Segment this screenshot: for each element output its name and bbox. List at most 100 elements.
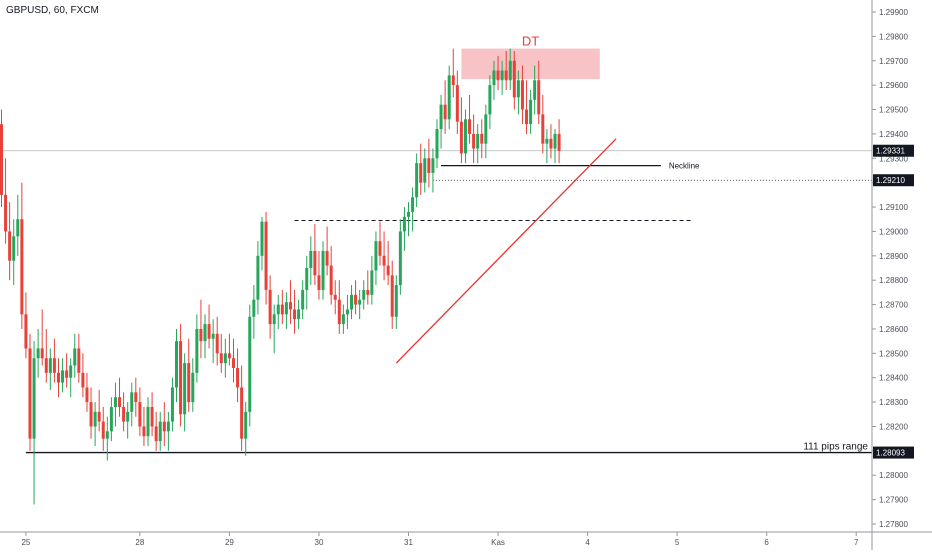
candle-up: [447, 75, 451, 120]
candle-down: [187, 363, 191, 403]
time-tick-label: 28: [135, 538, 144, 547]
candle-down: [138, 402, 142, 427]
candle-up: [431, 158, 435, 173]
time-tick-label: 6: [764, 538, 769, 547]
trendline: [395, 138, 617, 364]
price-tick-label: 1.27900: [879, 496, 908, 505]
price-tag-label: 1.28093: [876, 449, 905, 458]
time-tick-label: 25: [21, 538, 30, 547]
candle-up: [195, 328, 199, 373]
candle-down: [549, 138, 553, 149]
candle-down: [317, 275, 321, 290]
candle-down: [468, 119, 472, 134]
candle-down: [40, 348, 44, 359]
time-tick-label: Kas: [491, 538, 505, 547]
price-tick-label: 1.28300: [879, 398, 908, 407]
candle-up: [423, 158, 427, 183]
time-tick-label: 4: [585, 538, 590, 547]
candle-up: [398, 231, 402, 286]
candle-down: [354, 294, 358, 305]
candle-up: [109, 406, 113, 432]
candle-up: [463, 119, 467, 154]
candle-down: [150, 406, 154, 427]
candle-up: [407, 211, 410, 217]
candle-down: [419, 163, 423, 183]
candle-up: [256, 255, 260, 300]
candle-down: [207, 324, 211, 339]
candle-up: [191, 372, 195, 403]
candle-down: [77, 348, 81, 373]
price-tick-label: 1.28500: [879, 349, 908, 358]
candle-down: [4, 194, 8, 232]
price-tick-label: 1.29100: [879, 203, 908, 212]
candle-up: [500, 70, 504, 81]
candle-down: [504, 70, 508, 81]
time-axis: 25 28 29 30 31 Kas 4 5 6 7: [0, 531, 932, 547]
candle-up: [533, 80, 537, 100]
price-tick-label: 1.28800: [879, 276, 908, 285]
candle-down: [459, 121, 463, 154]
dt-label: DT: [522, 34, 539, 49]
candle-down: [541, 114, 545, 144]
candle-down: [227, 353, 231, 359]
candle-down: [142, 426, 146, 437]
candle-up: [411, 197, 415, 212]
price-tick-label: 1.29000: [879, 227, 908, 236]
price-tick-label: 1.29300: [879, 154, 908, 163]
price-tag-bg: [873, 144, 914, 157]
candle-down: [386, 265, 390, 276]
candle-up: [402, 216, 406, 232]
candle-up: [61, 370, 65, 383]
candle-up: [183, 363, 187, 415]
time-tick-label: 29: [225, 538, 234, 547]
candle-up: [69, 365, 73, 378]
candle-down: [154, 426, 158, 442]
candle-up: [301, 289, 305, 310]
candle-up: [439, 104, 443, 130]
candle-down: [122, 406, 126, 422]
support-label: 111 pips range: [803, 442, 868, 453]
candle-down: [325, 250, 329, 266]
candle-down: [118, 397, 122, 407]
candle-down: [24, 314, 28, 349]
candle-down: [219, 353, 223, 364]
candle-down: [480, 133, 484, 144]
candle-down: [537, 80, 541, 115]
price-tag-bg: [873, 446, 914, 459]
candle-up: [223, 353, 227, 364]
candle-down: [451, 75, 455, 86]
candle-down: [240, 387, 244, 439]
candle-down: [52, 358, 56, 373]
candle-down: [97, 411, 101, 422]
price-tick-label: 1.29400: [879, 130, 908, 139]
candle-up: [276, 304, 280, 315]
time-tick-label: 7: [854, 538, 859, 547]
candle-up: [16, 219, 20, 237]
candle-up: [553, 133, 557, 149]
candle-up: [146, 406, 150, 437]
candle-up: [248, 316, 252, 412]
candles: [0, 48, 561, 505]
candle-down: [268, 289, 272, 325]
price-tick-label: 1.28700: [879, 301, 908, 310]
candle-down: [179, 341, 183, 415]
candle-down: [199, 328, 203, 342]
trendline-layer: [395, 138, 617, 364]
candle-down: [288, 302, 292, 310]
candle-up: [341, 314, 345, 325]
candle-up: [358, 299, 362, 305]
candle-down: [231, 358, 235, 368]
candle-down: [85, 387, 89, 403]
time-tick-label: 30: [315, 538, 324, 547]
candle-up: [516, 80, 520, 98]
candle-down: [557, 133, 561, 151]
candle-down: [313, 250, 317, 276]
candle-up: [492, 70, 496, 86]
candle-down: [101, 421, 105, 439]
candle-up: [415, 163, 419, 198]
candle-up: [284, 302, 288, 315]
candle-up: [126, 411, 130, 422]
symbol-title: GBPUSD, 60, FXCM: [6, 5, 99, 16]
